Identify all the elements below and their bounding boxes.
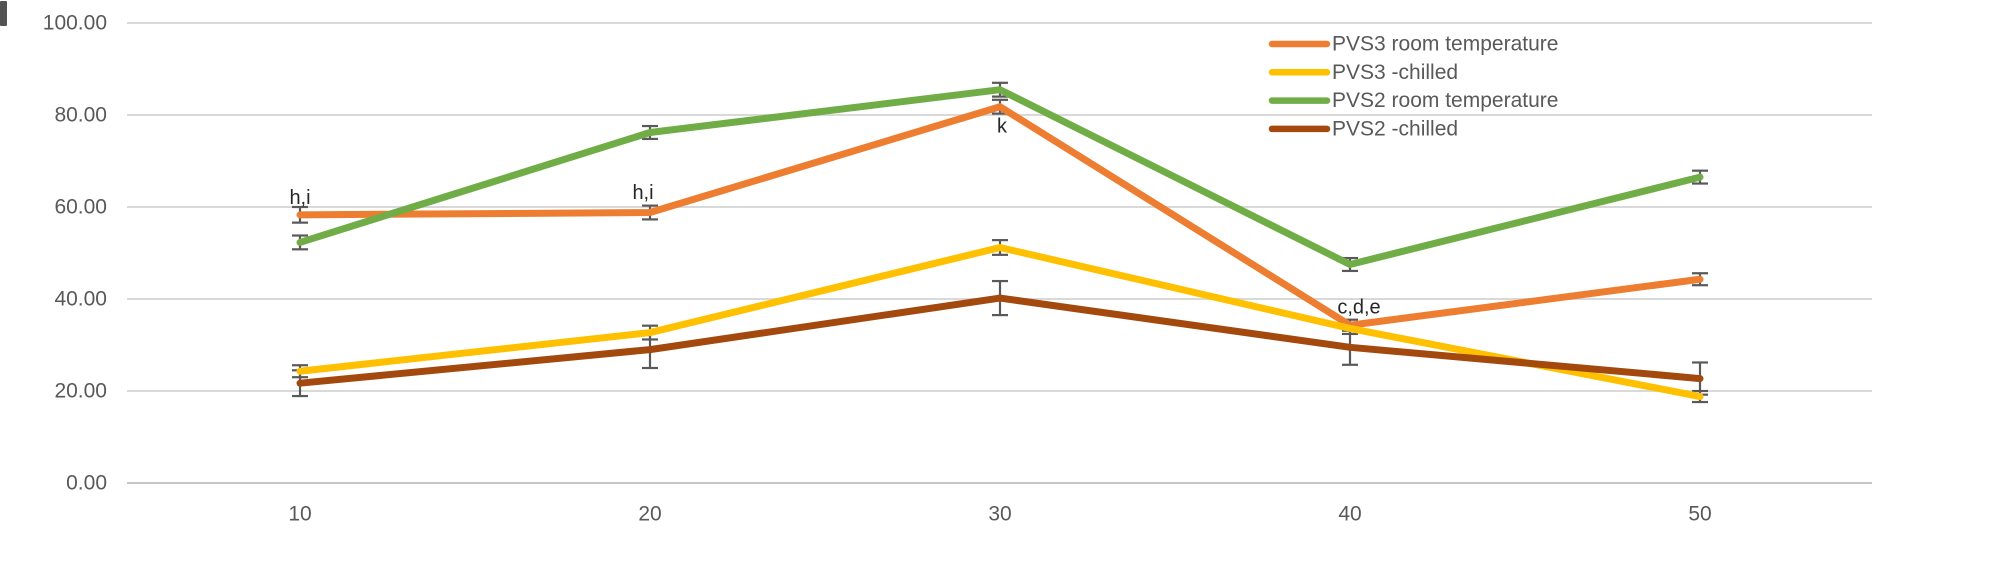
corner-artifact	[0, 1, 7, 26]
series-line-pvs2-chilled[interactable]	[296, 294, 1704, 387]
x-tick-label: 10	[288, 503, 311, 526]
legend-item-pvs3-chilled[interactable]: PVS3 -chilled	[1268, 61, 1458, 84]
y-tick-label: 100.00	[43, 12, 107, 35]
series-line-pvs3-chilled[interactable]	[296, 243, 1704, 401]
series-line-pvs3-room-temperature[interactable]	[296, 103, 1704, 329]
point-annotation: c,d,e	[1337, 296, 1380, 318]
x-tick-label: 40	[1338, 503, 1361, 526]
legend-label: PVS3 room temperature	[1332, 33, 1558, 56]
point-annotation: k	[997, 116, 1008, 138]
legend-item-pvs3-room-temperature[interactable]: PVS3 room temperature	[1268, 33, 1558, 56]
x-tick-label: 20	[638, 503, 661, 526]
legend-label: PVS3 -chilled	[1332, 61, 1458, 84]
legend-item-pvs2-room-temperature[interactable]: PVS2 room temperature	[1268, 89, 1558, 112]
y-tick-label: 40.00	[54, 288, 107, 311]
y-tick-label: 80.00	[54, 104, 107, 127]
legend-item-pvs2-chilled[interactable]: PVS2 -chilled	[1268, 117, 1458, 140]
x-tick-label: 30	[988, 503, 1011, 526]
legend-label: PVS2 -chilled	[1332, 117, 1458, 140]
series-line-pvs2-room-temperature[interactable]	[296, 86, 1704, 268]
y-tick-label: 20.00	[54, 380, 107, 403]
x-tick-label: 50	[1688, 503, 1711, 526]
point-annotation: h,i	[632, 182, 653, 204]
point-annotation: h,i	[289, 187, 310, 209]
y-tick-label: 0.00	[66, 472, 107, 495]
legend-label: PVS2 room temperature	[1332, 89, 1558, 112]
y-tick-label: 60.00	[54, 196, 107, 219]
